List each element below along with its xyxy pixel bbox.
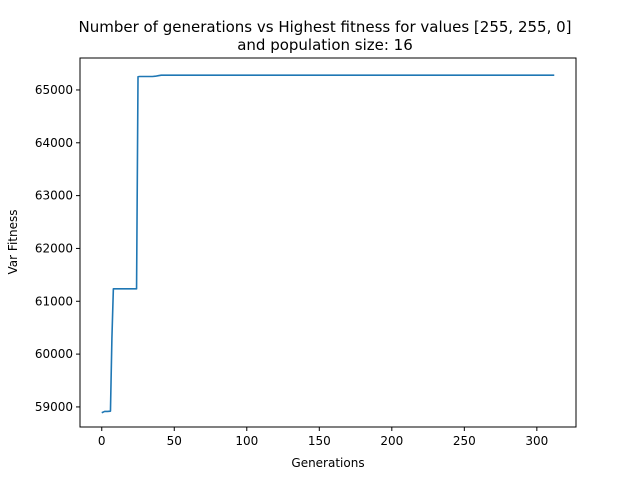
series-line bbox=[101, 74, 555, 414]
plot-area-frame bbox=[79, 57, 577, 428]
chart-subtitle: and population size: 16 bbox=[237, 36, 413, 54]
y-tick-label: 60000 bbox=[35, 347, 73, 361]
x-tick-label: 100 bbox=[235, 434, 258, 448]
y-tick-label: 63000 bbox=[35, 189, 73, 203]
x-tick-label: 200 bbox=[380, 434, 403, 448]
x-tick-label: 300 bbox=[525, 434, 548, 448]
y-tick-label: 61000 bbox=[35, 294, 73, 308]
y-axis-label: Var Fitness bbox=[6, 210, 20, 275]
y-tick-label: 65000 bbox=[35, 83, 73, 97]
y-tick-label: 59000 bbox=[35, 400, 73, 414]
x-axis-label: Generations bbox=[291, 456, 364, 470]
y-tick-label: 62000 bbox=[35, 241, 73, 255]
plot-lines bbox=[101, 74, 555, 414]
y-axis-ticks: 59000 60000 61000 62000 63000 64000 65000 bbox=[35, 83, 80, 414]
x-tick-label: 150 bbox=[308, 434, 331, 448]
x-tick-label: 250 bbox=[453, 434, 476, 448]
x-tick-label: 50 bbox=[167, 434, 182, 448]
x-axis-ticks: 0 50 100 150 200 250 300 bbox=[98, 427, 548, 448]
chart-title: Number of generations vs Highest fitness… bbox=[78, 18, 571, 36]
y-tick-label: 64000 bbox=[35, 136, 73, 150]
x-tick-label: 0 bbox=[98, 434, 106, 448]
